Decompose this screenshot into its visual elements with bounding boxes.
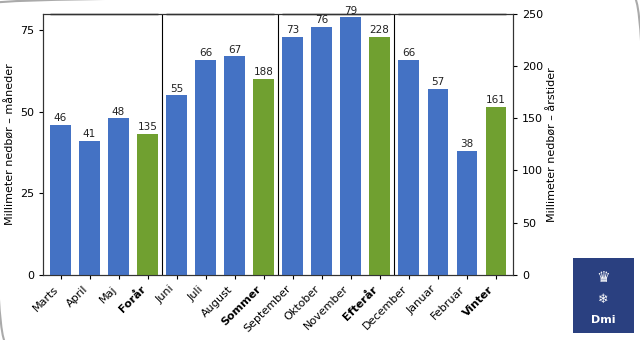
Bar bbox=[166, 96, 187, 275]
Text: 55: 55 bbox=[170, 84, 183, 94]
Bar bbox=[51, 125, 70, 275]
Y-axis label: Millimeter nedbør – årstider: Millimeter nedbør – årstider bbox=[547, 67, 557, 222]
Text: 41: 41 bbox=[83, 130, 96, 139]
Bar bbox=[282, 37, 303, 275]
Text: ♛: ♛ bbox=[596, 270, 610, 285]
Text: 79: 79 bbox=[344, 5, 357, 16]
Y-axis label: Millimeter nedbør – måneder: Millimeter nedbør – måneder bbox=[6, 64, 16, 225]
Text: 66: 66 bbox=[199, 48, 212, 58]
Text: 57: 57 bbox=[431, 77, 444, 87]
Text: 67: 67 bbox=[228, 45, 241, 55]
Text: 48: 48 bbox=[112, 107, 125, 117]
Bar bbox=[195, 59, 216, 275]
Text: ❄: ❄ bbox=[598, 293, 609, 306]
Bar bbox=[399, 59, 419, 275]
Text: 161: 161 bbox=[486, 95, 506, 105]
Bar bbox=[456, 151, 477, 275]
Bar bbox=[428, 89, 448, 275]
Text: 76: 76 bbox=[315, 15, 328, 26]
Text: 228: 228 bbox=[370, 25, 390, 35]
Text: 73: 73 bbox=[286, 25, 300, 35]
Text: 188: 188 bbox=[253, 67, 273, 77]
Bar bbox=[340, 17, 361, 275]
Bar bbox=[79, 141, 100, 275]
Bar bbox=[369, 37, 390, 275]
Text: 46: 46 bbox=[54, 113, 67, 123]
Text: 135: 135 bbox=[138, 122, 157, 132]
Bar bbox=[108, 118, 129, 275]
Bar bbox=[312, 27, 332, 275]
Bar bbox=[486, 107, 506, 275]
Text: 38: 38 bbox=[460, 139, 474, 149]
Bar bbox=[225, 56, 244, 275]
Text: Dmi: Dmi bbox=[591, 315, 616, 325]
Bar bbox=[253, 79, 274, 275]
Text: 66: 66 bbox=[402, 48, 415, 58]
Bar bbox=[138, 134, 157, 275]
